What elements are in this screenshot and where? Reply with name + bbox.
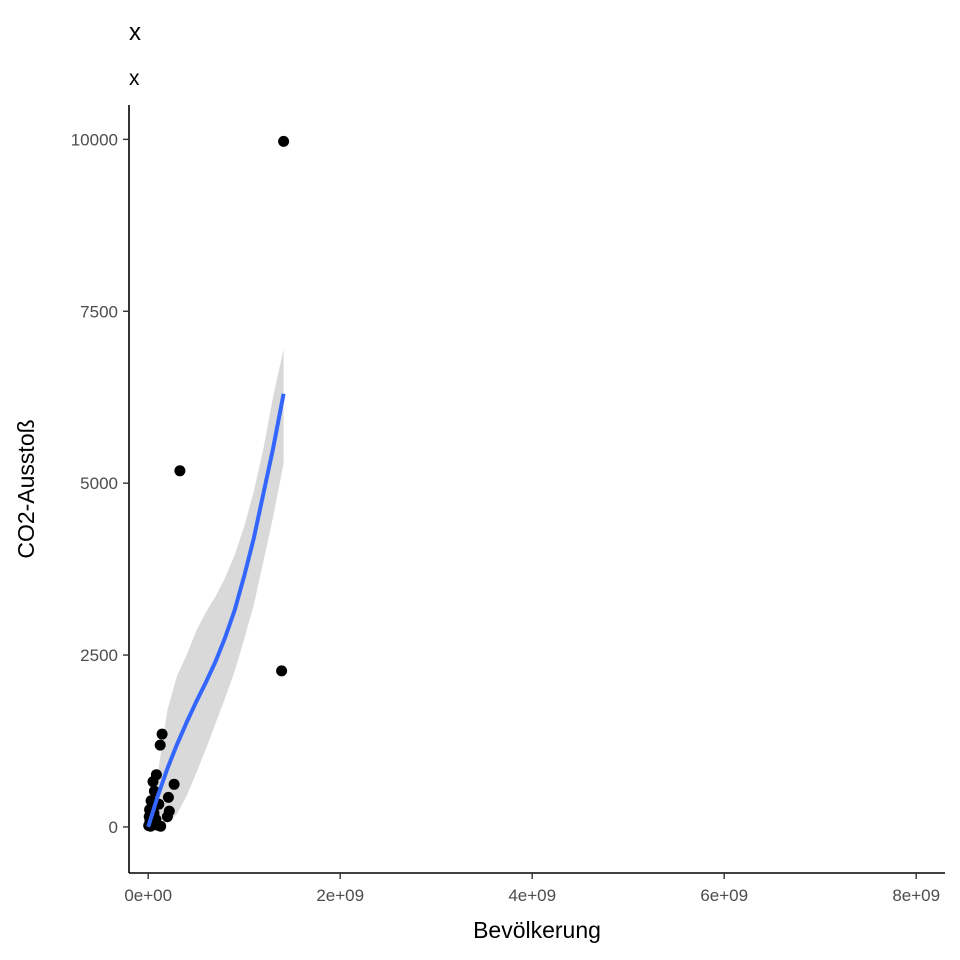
- chart-subtitle: x: [129, 67, 140, 90]
- data-point-3: [156, 728, 168, 740]
- data-point-0: [278, 135, 290, 147]
- y-tick-label-4: 10000: [71, 130, 118, 149]
- data-point-10: [161, 811, 173, 823]
- data-point-8: [162, 791, 174, 803]
- smooth-line-layer: [146, 393, 286, 828]
- y-tick-label-2: 5000: [80, 474, 118, 493]
- x-axis-ticks: 0e+00 2e+09 4e+09 6e+09 8e+09: [124, 873, 940, 905]
- x-tick-label-4: 8e+09: [892, 886, 940, 905]
- data-point-7: [147, 776, 159, 788]
- x-tick-label-3: 6e+09: [700, 886, 748, 905]
- x-tick-label-1: 2e+09: [316, 886, 364, 905]
- y-axis-title: CO2-Ausstoß: [13, 419, 39, 558]
- data-point-2: [276, 665, 288, 677]
- y-axis-ticks: 0 2500 5000 7500 10000: [71, 130, 129, 837]
- data-point-1: [174, 465, 186, 477]
- smooth-line: [146, 393, 286, 828]
- y-tick-label-1: 2500: [80, 646, 118, 665]
- y-tick-label-3: 7500: [80, 302, 118, 321]
- chart-title: x: [129, 19, 141, 46]
- confidence-band-layer: [148, 349, 284, 828]
- x-tick-label-2: 4e+09: [508, 886, 556, 905]
- x-tick-label-0: 0e+00: [124, 886, 172, 905]
- confidence-band: [148, 349, 284, 828]
- x-axis-title: Bevölkerung: [473, 917, 601, 943]
- y-tick-label-0: 0: [109, 818, 118, 837]
- data-point-4: [154, 739, 166, 751]
- data-point-5: [168, 778, 180, 790]
